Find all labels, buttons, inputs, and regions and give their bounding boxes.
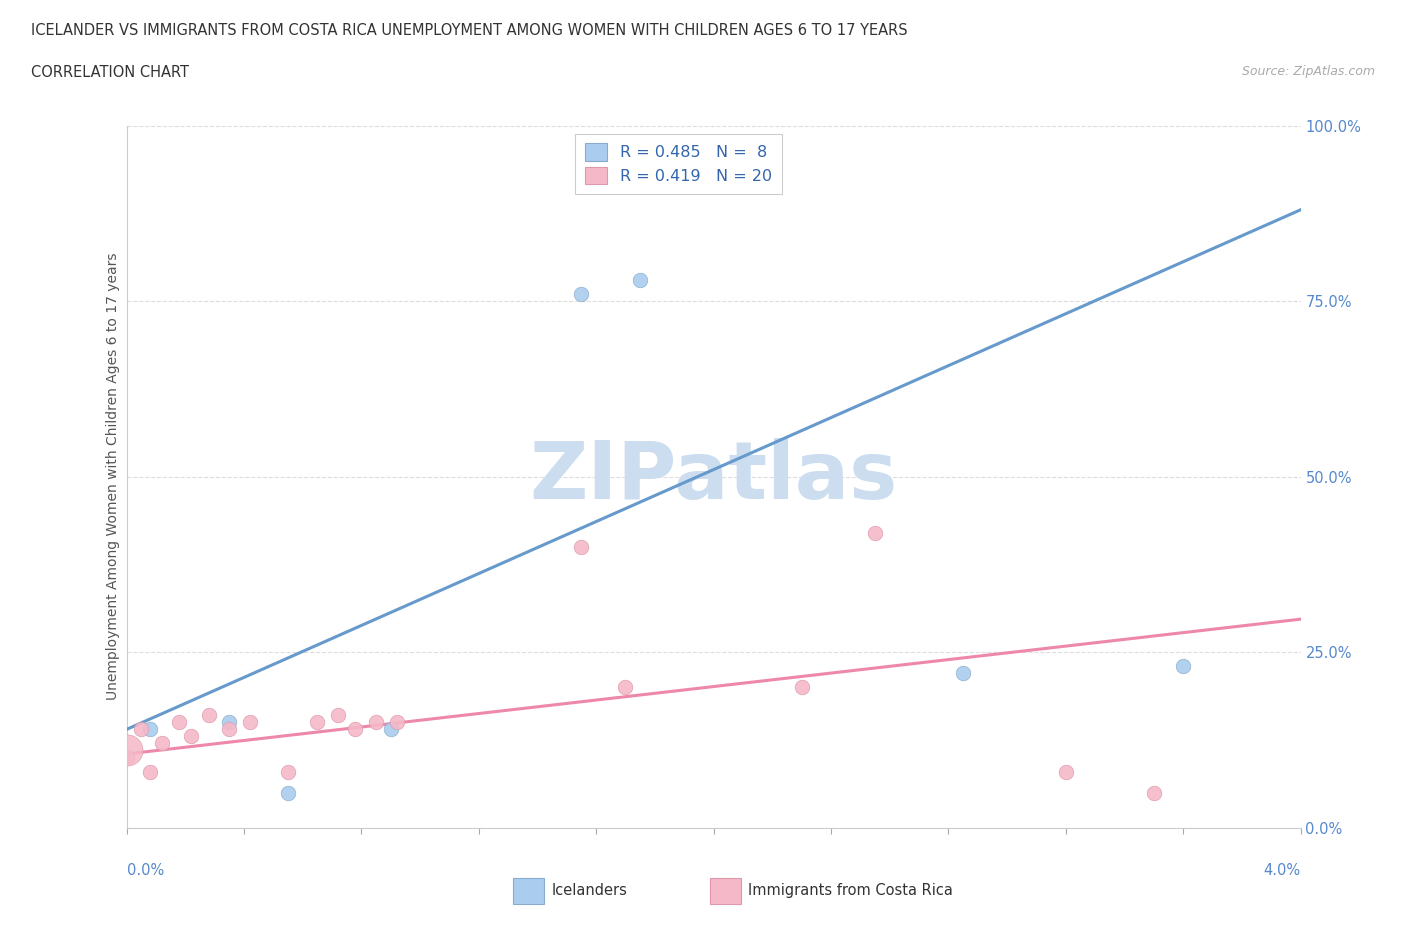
Point [150,736,173,751]
Point [344,722,367,737]
Point [863,525,886,540]
Point [139,764,162,779]
Point [952,666,974,681]
Point [1143,785,1166,800]
Point [218,722,240,737]
Text: Source: ZipAtlas.com: Source: ZipAtlas.com [1241,65,1375,78]
Point [380,722,402,737]
Point [129,722,152,737]
Text: CORRELATION CHART: CORRELATION CHART [31,65,188,80]
Point [115,743,138,758]
Point [614,680,637,695]
Point [115,750,138,764]
Y-axis label: Unemployment Among Women with Children Ages 6 to 17 years: Unemployment Among Women with Children A… [107,253,121,700]
Point [628,272,651,287]
Text: 0.0%: 0.0% [127,863,163,878]
Point [277,785,299,800]
Legend: R = 0.485   N =  8, R = 0.419   N = 20: R = 0.485 N = 8, R = 0.419 N = 20 [575,134,782,194]
Point [197,708,219,723]
Point [218,715,240,730]
Point [385,715,408,730]
Point [277,764,299,779]
Point [239,715,262,730]
Point [790,680,813,695]
Point [1171,658,1194,673]
Point [326,708,349,723]
Point [169,715,191,730]
Point [364,715,387,730]
Point [571,539,593,554]
Point [571,286,593,301]
Text: Icelanders: Icelanders [551,884,627,898]
Point [307,715,329,730]
Text: 4.0%: 4.0% [1264,863,1301,878]
Text: Immigrants from Costa Rica: Immigrants from Costa Rica [748,884,953,898]
Text: ZIPatlas: ZIPatlas [530,438,897,515]
Point [139,722,162,737]
Text: ICELANDER VS IMMIGRANTS FROM COSTA RICA UNEMPLOYMENT AMONG WOMEN WITH CHILDREN A: ICELANDER VS IMMIGRANTS FROM COSTA RICA … [31,23,907,38]
Point [1054,764,1077,779]
Point [180,729,202,744]
